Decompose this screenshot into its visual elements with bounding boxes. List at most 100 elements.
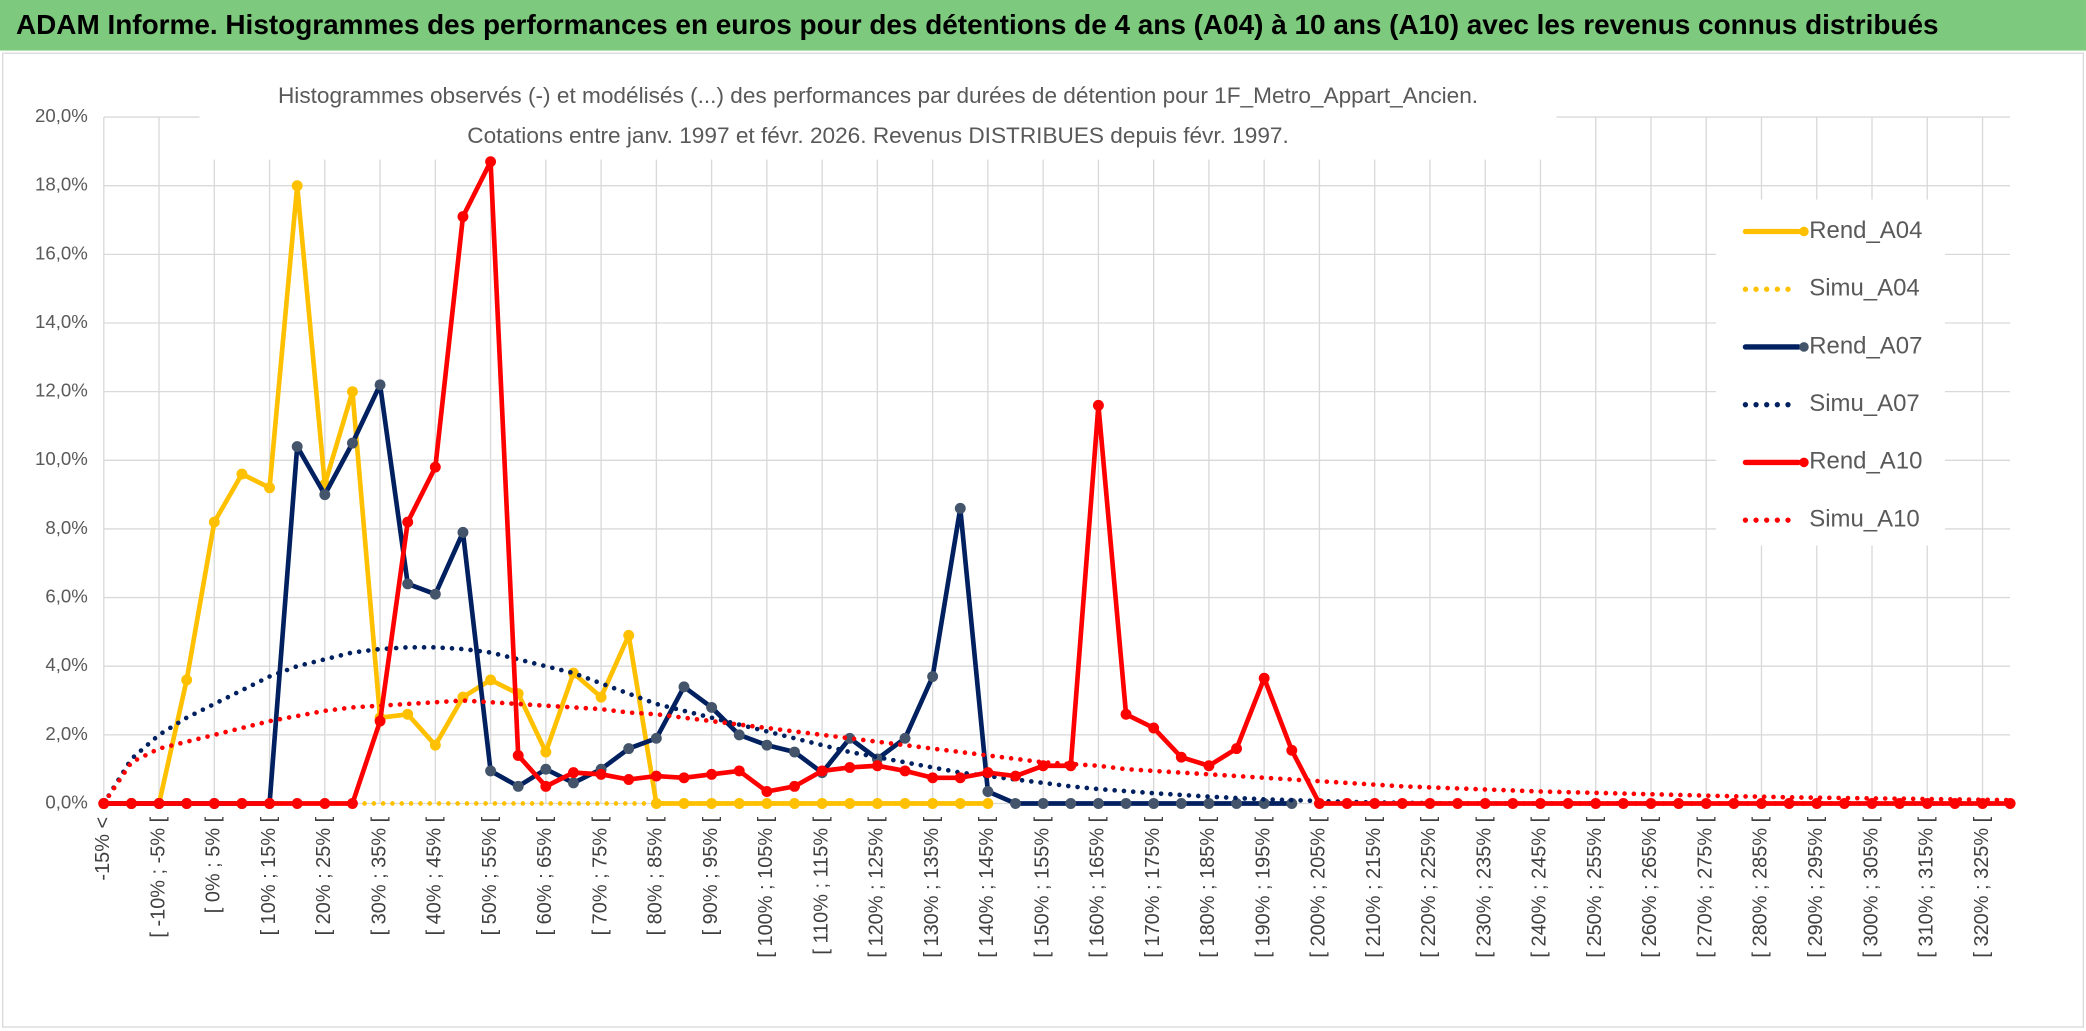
data-point [1369,798,1381,809]
plot [98,156,2016,809]
data-point [1866,798,1878,809]
data-point [346,798,358,809]
data-point [1783,798,1795,809]
data-point [789,746,800,758]
y-tick-label: 4,0% [45,654,87,675]
data-point [1396,798,1408,809]
data-point [1120,798,1132,809]
data-point [1286,744,1298,756]
x-tick-label: [ 220% ; 225% [ [1418,816,1440,957]
data-point [1590,798,1602,809]
data-point [346,386,358,398]
series-line [101,698,2013,806]
y-tick-label: 8,0% [45,517,87,538]
data-point [540,763,552,775]
x-tick-label: [ 300% ; 305% [ [1860,816,1882,957]
data-point [1175,798,1187,809]
data-point [181,798,193,809]
y-tick-label: 16,0% [35,242,88,263]
legend-label: Rend_A07 [1809,332,1922,359]
data-point [1645,798,1657,809]
data-point [1617,798,1629,809]
data-point [236,798,248,809]
grid: 0,0% 2,0% 4,0% 6,0% 8,0% 10,0% 12,0% 14,0% 16,0%… [35,105,2011,958]
x-tick-label: [ 200% ; 205% [ [1308,816,1330,957]
data-point [264,798,276,809]
data-point [485,156,497,168]
data-point [153,798,165,809]
y-tick-label: 0,0% [45,791,87,812]
data-point [568,777,579,789]
x-tick-label: [ 150% ; 155% [ [1031,816,1053,957]
data-point [512,780,524,792]
data-point [761,786,773,797]
legend-marker [1799,457,1809,468]
legend-label: Simu_A04 [1809,275,1919,302]
data-point [291,798,303,809]
data-point [1700,798,1712,809]
x-tick-label: [ 120% ; 125% [ [866,816,888,957]
x-tick-label: [ 100% ; 105% [ [755,816,777,957]
data-point [540,780,552,792]
data-point [1203,760,1215,772]
data-point [1037,760,1049,772]
data-point [429,588,441,600]
x-tick-label: [ 130% ; 135% [ [921,816,943,957]
data-point [650,770,662,782]
x-tick-label: [ 20% ; 25% [ [313,816,335,935]
y-tick-label: 18,0% [35,174,88,195]
x-tick-label: [ 70% ; 75% [ [589,816,611,935]
chart-frame [2,52,2084,1028]
x-tick-label: [ 270% ; 275% [ [1694,816,1716,957]
x-tick-label: [ 0% ; 5% [ [203,816,225,913]
x-tick-label: -15% < [92,817,114,881]
data-point [1756,798,1767,809]
x-tick-label: [ 170% ; 175% [ [1142,816,1164,957]
x-tick-label: [ 190% ; 195% [ [1252,816,1274,957]
data-point [1507,798,1519,809]
data-point [678,681,690,693]
series-line [101,159,2013,806]
data-point [485,765,497,777]
data-point [954,502,966,514]
data-point [927,671,939,682]
data-point [1921,798,1933,809]
data-point [236,468,248,480]
data-point [1175,751,1187,763]
data-point [733,765,745,777]
legend-background [1716,199,1945,546]
x-tick-label: [ 140% ; 145% [ [976,816,998,957]
data-point [1562,798,1574,809]
data-point [1313,798,1325,809]
x-tick-label: [ 50% ; 55% [ [479,816,501,935]
title-background [199,74,1557,160]
data-point [761,739,773,751]
data-point [871,760,883,772]
data-point [1231,798,1243,809]
data-point [1010,798,1021,809]
y-tick-label: 2,0% [45,723,87,744]
x-tick-label: [ 90% ; 95% [ [700,816,722,935]
data-point [429,739,441,751]
data-point [1148,798,1160,809]
data-point [264,482,276,494]
data-point [899,765,911,777]
data-point [1037,798,1049,809]
legend-marker [1799,342,1809,352]
data-point [457,211,469,223]
x-tick-label: [ 160% ; 165% [ [1087,816,1109,957]
data-point [1120,708,1132,720]
y-tick-label: 20,0% [35,105,88,126]
data-point [125,798,137,809]
data-point [1479,798,1491,809]
x-tick-label: [ 310% ; 315% [ [1916,816,1938,957]
data-point [568,767,579,779]
data-point [954,772,966,784]
data-point [1424,798,1436,809]
x-tick-label: [ 180% ; 185% [ [1197,816,1219,957]
data-point [706,701,718,713]
legend-label: Rend_A04 [1809,217,1922,244]
data-point [1894,798,1906,809]
data-point [623,743,635,755]
